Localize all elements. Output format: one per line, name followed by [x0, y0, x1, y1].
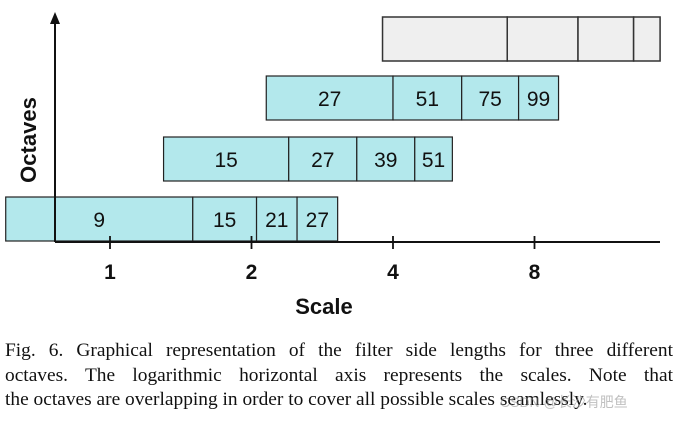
filter-box — [265, 75, 394, 121]
filter-size-label: 9 — [93, 209, 105, 232]
filter-box — [192, 196, 258, 242]
filter-box — [5, 196, 194, 242]
watermark: CSDN @长沙有肥鱼 — [500, 394, 628, 410]
y-axis-arrow — [50, 12, 60, 24]
x-tick-label: 4 — [387, 261, 399, 284]
caption-line-1: Fig. 6. Graphical representation of the … — [5, 340, 673, 361]
filter-size-label: 27 — [311, 149, 334, 172]
filter-box — [577, 16, 635, 62]
filter-size-label: 27 — [306, 209, 329, 232]
filter-box — [392, 75, 463, 121]
filter-box — [506, 16, 579, 62]
x-axis-title: Scale — [295, 294, 353, 319]
filter-box — [162, 136, 290, 182]
y-axis-title: Octaves — [16, 97, 41, 183]
caption-line-2: octaves. The logarithmic horizontal axis… — [5, 364, 673, 386]
filter-box — [517, 75, 560, 121]
filter-size-label: 27 — [318, 88, 341, 111]
filter-box — [381, 16, 508, 62]
filter-size-label: 51 — [422, 149, 445, 172]
filter-size-label: 15 — [214, 149, 237, 172]
x-tick-label: 8 — [529, 261, 541, 284]
caption-line-3: the octaves are overlapping in order to … — [5, 389, 588, 410]
octave-figure: 9 15 21 27 15 27 39 51 27 51 75 99 1 2 4 8 Octaves Sca… — [5, 12, 661, 319]
filter-size-label: 21 — [265, 209, 288, 232]
x-tick-label: 2 — [246, 261, 258, 284]
filter-box — [632, 16, 661, 62]
octave-row-2: 15 27 39 51 — [162, 136, 453, 182]
octave-row-1: 9 15 21 27 — [5, 196, 339, 242]
filter-boxes: 9 15 21 27 15 27 39 51 27 51 75 99 — [5, 16, 661, 242]
filter-box — [414, 136, 453, 182]
x-tick-label: 1 — [104, 261, 116, 284]
filter-size-label: 39 — [374, 149, 397, 172]
filter-box — [255, 196, 298, 242]
octave-chart: 9 15 21 27 15 27 39 51 27 51 75 99 1 2 4 8 Octaves Sca… — [5, 12, 661, 319]
filter-box — [296, 196, 339, 242]
filter-size-label: 99 — [527, 88, 550, 111]
figure-caption: Fig. 6. Graphical representation of the … — [5, 339, 673, 413]
octave-row-4 — [381, 16, 661, 62]
filter-size-label: 15 — [213, 209, 236, 232]
x-ticks: 1 2 4 8 — [104, 236, 541, 284]
filter-size-label: 51 — [416, 88, 439, 111]
octave-row-3: 27 51 75 99 — [265, 75, 560, 121]
filter-size-label: 75 — [478, 88, 501, 111]
